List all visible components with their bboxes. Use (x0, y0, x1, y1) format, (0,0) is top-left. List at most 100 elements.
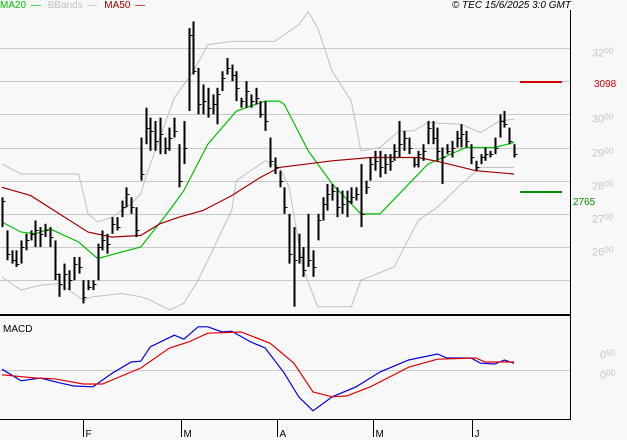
price-bar (484, 147, 489, 161)
price-bar (250, 94, 255, 108)
price-bar (231, 64, 236, 82)
price-bar (379, 150, 384, 178)
chart-frame (0, 10, 571, 420)
price-bar (307, 213, 312, 267)
price-bar (283, 187, 288, 214)
x-tick-label: A (280, 429, 287, 440)
price-bar (341, 190, 346, 214)
price-bar (240, 97, 245, 108)
price-bar (322, 197, 327, 221)
price-bar (221, 71, 226, 92)
price-bar (87, 280, 92, 291)
price-bar (1, 197, 6, 228)
price-bar (6, 230, 11, 261)
price-bar (149, 117, 154, 151)
price-bar (293, 227, 298, 307)
price-bar (111, 217, 116, 234)
price-bar (39, 227, 44, 248)
price-bar (235, 71, 240, 102)
price-bar (68, 270, 73, 291)
price-bar (106, 233, 111, 254)
ma20-line (1, 100, 515, 260)
y-tick-label: 2700 (592, 213, 614, 226)
price-bar (145, 107, 150, 145)
price-bar (130, 197, 135, 214)
price-bar (374, 150, 379, 171)
price-bar (140, 137, 145, 181)
y-tick-label: 2800 (592, 180, 614, 193)
price-bar (269, 137, 274, 168)
price-bar (369, 157, 374, 181)
price-bar (58, 273, 63, 297)
price-bar (188, 28, 193, 112)
price-bar (460, 124, 465, 148)
price-bar (503, 111, 508, 128)
x-tick-label: J (475, 429, 480, 440)
price-bar (101, 230, 106, 251)
price-bar (202, 84, 207, 115)
price-bar (264, 101, 269, 131)
price-bar (44, 223, 49, 238)
macd-title: MACD (3, 324, 32, 335)
level-label: 3098 (594, 79, 617, 90)
price-bar (135, 207, 140, 238)
price-bar (121, 200, 126, 218)
price-bar (298, 233, 303, 264)
legend-ma20: MA20 — (0, 0, 43, 11)
ma50-line (1, 156, 515, 238)
bollinger-bands (1, 10, 515, 311)
price-bar (164, 137, 169, 155)
price-bar (422, 144, 427, 161)
price-bar (475, 160, 480, 171)
macd-signal-line (1, 331, 514, 398)
price-bar (403, 130, 408, 151)
price-bar (288, 213, 293, 264)
price-bar (226, 57, 231, 75)
price-bar (125, 187, 130, 208)
price-bar (441, 147, 446, 184)
price-bar (259, 101, 264, 118)
level-label: 2765 (573, 197, 596, 208)
price-bar (25, 233, 30, 251)
price-bar (398, 120, 403, 158)
price-bar (317, 213, 322, 241)
price-bar (470, 144, 475, 165)
price-bar (480, 154, 485, 165)
price-bar (508, 127, 513, 145)
price-bar (255, 87, 260, 105)
legend-ma50-label: MA50 (104, 0, 131, 11)
price-bar (20, 240, 25, 264)
price-bar (78, 256, 83, 274)
legend-ma20-label: MA20 (0, 0, 27, 11)
price-bar (346, 190, 351, 218)
price-bar (513, 144, 518, 158)
macd-line (1, 326, 515, 412)
price-bar (456, 130, 461, 148)
price-bar (274, 157, 279, 175)
price-bar (384, 154, 389, 175)
price-bar (465, 130, 470, 148)
price-bar (54, 240, 59, 281)
price-bar (178, 144, 183, 188)
price-bar (34, 220, 39, 248)
price-bar (360, 164, 365, 228)
x-tick-label: F (86, 429, 92, 440)
price-bar (92, 280, 97, 291)
price-bar (436, 127, 441, 161)
price-bar (97, 243, 102, 281)
price-bar (279, 170, 284, 188)
copyright-timestamp: © TEC 15/6/2025 3:0 GMT (451, 0, 571, 11)
price-bar (216, 87, 221, 125)
price-bar (489, 150, 494, 158)
price-bar (154, 120, 159, 151)
y-tick-label: 2900 (592, 147, 614, 160)
price-bar (355, 187, 360, 201)
price-bar (11, 250, 16, 264)
legend-ma20-swatch: — (28, 0, 41, 11)
price-bar (63, 263, 68, 291)
price-bar (451, 140, 456, 158)
y-tick-label: 2600 (592, 246, 614, 259)
price-bars (1, 21, 518, 307)
price-levels: 3098 2765 (520, 79, 617, 208)
legend-bbands: BBands — (48, 0, 100, 11)
